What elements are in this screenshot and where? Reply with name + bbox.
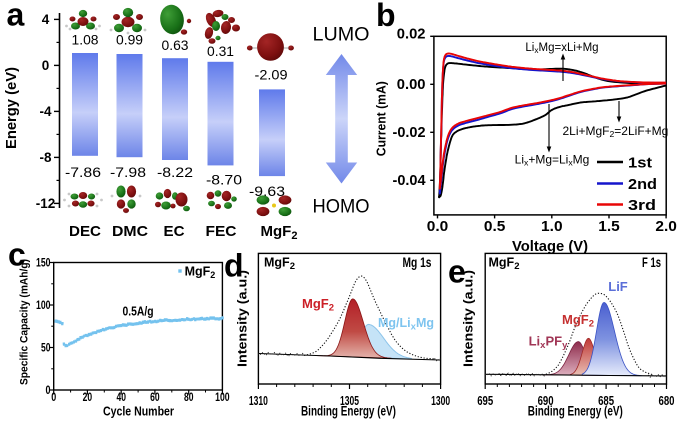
svg-text:Binding Energy (eV): Binding Energy (eV) — [301, 404, 396, 419]
svg-text:695: 695 — [477, 394, 493, 408]
svg-text:20: 20 — [83, 392, 93, 404]
svg-text:-7.86: -7.86 — [65, 164, 101, 180]
svg-text:0: 0 — [46, 385, 51, 397]
svg-text:Specific Capacity (mAh/g): Specific Capacity (mAh/g) — [19, 259, 31, 385]
svg-text:1310: 1310 — [249, 394, 268, 408]
svg-text:-0.02: -0.02 — [393, 124, 426, 141]
svg-text:HOMO: HOMO — [313, 197, 370, 218]
svg-text:MgF2: MgF2 — [562, 312, 594, 330]
svg-text:e: e — [448, 254, 466, 290]
svg-text:1.0: 1.0 — [541, 218, 563, 235]
svg-text:MgF2: MgF2 — [261, 223, 298, 242]
svg-text:F 1s: F 1s — [642, 255, 661, 270]
svg-text:40: 40 — [116, 392, 126, 404]
svg-text:Mg 1s: Mg 1s — [403, 255, 432, 270]
svg-text:Intensity (a.u.): Intensity (a.u.) — [462, 270, 476, 367]
svg-text:100: 100 — [36, 300, 51, 312]
svg-text:100: 100 — [215, 392, 230, 404]
svg-text:-9.63: -9.63 — [249, 183, 285, 199]
svg-text:MgF2: MgF2 — [185, 265, 216, 281]
svg-text:EC: EC — [164, 223, 185, 240]
svg-text:2.0: 2.0 — [655, 218, 677, 235]
svg-text:-8.70: -8.70 — [206, 172, 242, 188]
svg-text:Cycle Number: Cycle Number — [103, 405, 174, 419]
svg-text:c: c — [8, 237, 26, 273]
svg-text:0.99: 0.99 — [116, 32, 143, 48]
svg-text:MgF2: MgF2 — [302, 296, 334, 314]
svg-text:50: 50 — [41, 343, 51, 355]
svg-text:-8.22: -8.22 — [157, 164, 193, 180]
svg-text:d: d — [224, 248, 244, 284]
svg-text:1300: 1300 — [431, 394, 450, 408]
svg-text:0.02: 0.02 — [397, 26, 426, 43]
svg-text:1st: 1st — [628, 154, 652, 171]
svg-text:-7.98: -7.98 — [110, 164, 146, 180]
svg-text:0.5A/g: 0.5A/g — [123, 304, 154, 319]
svg-text:LiF: LiF — [608, 279, 628, 294]
svg-text:Current (mA): Current (mA) — [374, 81, 389, 156]
svg-text:Lix+Mg=LixMg: Lix+Mg=LixMg — [515, 153, 590, 168]
svg-text:a: a — [7, 0, 25, 33]
svg-text:b: b — [376, 0, 396, 33]
svg-text:Voltage (V): Voltage (V) — [512, 239, 588, 255]
svg-text:DMC: DMC — [112, 223, 148, 240]
svg-text:0.63: 0.63 — [162, 37, 189, 53]
svg-text:FEC: FEC — [206, 223, 237, 240]
svg-text:60: 60 — [150, 392, 160, 404]
svg-text:LixMg=xLi+Mg: LixMg=xLi+Mg — [525, 42, 598, 55]
svg-text:Mg/LixMg: Mg/LixMg — [378, 316, 434, 333]
svg-text:-0.04: -0.04 — [393, 172, 427, 189]
svg-text:Binding Energy (eV): Binding Energy (eV) — [528, 404, 623, 419]
svg-text:685: 685 — [598, 394, 614, 408]
svg-text:0.31: 0.31 — [207, 43, 234, 59]
svg-text:150: 150 — [36, 258, 51, 270]
svg-text:80: 80 — [184, 392, 194, 404]
svg-text:0.0: 0.0 — [427, 218, 449, 235]
svg-text:680: 680 — [659, 394, 675, 408]
svg-text:1305: 1305 — [340, 394, 359, 408]
svg-text:MgF2: MgF2 — [489, 256, 520, 273]
svg-text:DEC: DEC — [69, 223, 101, 240]
svg-text:LUMO: LUMO — [313, 25, 370, 46]
svg-text:2Li+MgF2=2LiF+Mg: 2Li+MgF2=2LiF+Mg — [562, 124, 668, 139]
svg-text:0.5: 0.5 — [484, 218, 506, 235]
svg-text:-8: -8 — [39, 150, 51, 165]
svg-text:0.00: 0.00 — [397, 76, 426, 93]
svg-text:1.08: 1.08 — [72, 32, 99, 48]
svg-text:Intensity (a.u.): Intensity (a.u.) — [236, 270, 250, 367]
svg-text:-12: -12 — [36, 196, 56, 211]
svg-text:3rd: 3rd — [628, 197, 656, 214]
svg-text:-2.09: -2.09 — [255, 67, 288, 83]
svg-text:0: 0 — [42, 58, 50, 73]
svg-text:LixPFy: LixPFy — [529, 334, 568, 352]
svg-text:4: 4 — [42, 12, 50, 27]
svg-text:-4: -4 — [39, 104, 51, 119]
svg-text:Energy (eV): Energy (eV) — [4, 67, 20, 149]
svg-text:2nd: 2nd — [628, 176, 657, 193]
svg-text:MgF2: MgF2 — [264, 256, 295, 273]
svg-text:1.5: 1.5 — [598, 218, 620, 235]
svg-text:690: 690 — [538, 394, 554, 408]
svg-text:0: 0 — [51, 392, 56, 404]
